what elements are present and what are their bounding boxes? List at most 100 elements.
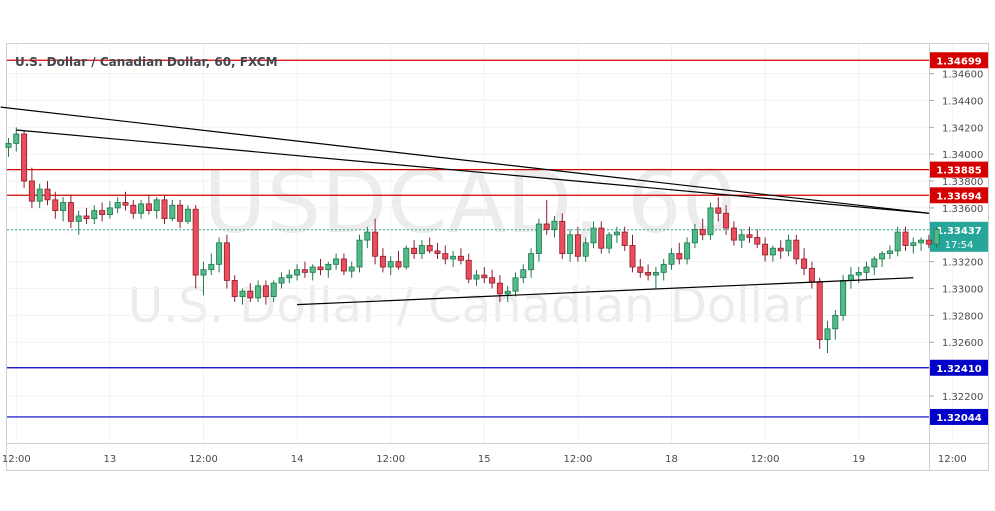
support-level-badge[interactable]: [930, 408, 988, 425]
candle-bearish: [177, 204, 184, 222]
candle-bullish: [138, 203, 145, 214]
resistance-level-label: 1.33694: [936, 191, 982, 202]
candles: [5, 127, 940, 353]
candle-bearish: [902, 231, 909, 246]
resistance-level-badge[interactable]: [930, 161, 988, 178]
price-tick-label: 1.34600: [942, 70, 983, 81]
candle-bullish: [855, 271, 862, 276]
candle-bearish: [192, 208, 199, 276]
candle-bullish: [239, 290, 246, 297]
candle-bullish: [894, 231, 901, 252]
price-tick-label: 1.33000: [942, 285, 983, 296]
candle-bearish: [777, 247, 784, 252]
price-tick-label: 1.33200: [942, 258, 983, 269]
chart-title: U.S. Dollar / Canadian Dollar, 60, FXCM: [15, 55, 278, 69]
candle-bearish: [637, 266, 644, 273]
candle-bullish: [840, 280, 847, 316]
time-tick-label: 12:00: [189, 454, 218, 465]
candle-bullish: [660, 263, 667, 273]
support-level-badge[interactable]: [930, 359, 988, 376]
resistance-level-label: 1.34699: [936, 56, 982, 67]
candle-bearish: [262, 285, 269, 297]
candle-bullish: [5, 143, 12, 148]
candle-bearish: [130, 204, 137, 214]
candle-bullish: [918, 239, 925, 244]
price-axis[interactable]: 1.34600 1.34400 1.34200 1.34000 1.33800 1.336…: [929, 70, 983, 403]
candle-bullish: [333, 258, 340, 265]
candle-bullish: [473, 274, 480, 280]
chart-border: [6, 43, 989, 471]
candle-bearish: [442, 253, 449, 260]
candle-bullish: [403, 247, 410, 268]
candle-bullish: [184, 208, 191, 222]
candle-bullish: [879, 253, 886, 260]
price-tick-label: 1.33600: [942, 204, 983, 215]
price-tick-label: 1.34400: [942, 96, 983, 107]
candle-bearish: [122, 202, 129, 206]
candle-bearish: [434, 250, 441, 254]
candle-bullish: [200, 269, 207, 276]
candle-bearish: [730, 227, 737, 241]
watermark-symbol: USDCAD, 60: [204, 153, 737, 253]
candle-bullish: [60, 202, 67, 211]
candle-bearish: [496, 282, 503, 295]
candle-bullish: [278, 277, 285, 284]
candle-bearish: [372, 231, 379, 257]
trendline-descending-upper[interactable]: [0, 106, 929, 214]
candle-bearish: [762, 243, 769, 256]
candle-bearish: [645, 271, 652, 276]
candle-bullish: [590, 227, 597, 244]
resistance-level-badge[interactable]: [930, 187, 988, 204]
candle-bearish: [801, 258, 808, 269]
candle-bearish: [52, 199, 59, 211]
price-tick-label: 1.32800: [942, 311, 983, 322]
candle-bullish: [36, 188, 43, 202]
candle-bullish: [286, 274, 293, 279]
candle-bearish: [676, 253, 683, 260]
candle-bearish: [715, 207, 722, 214]
candle-bullish: [309, 266, 316, 273]
candle-bullish: [364, 231, 371, 241]
candle-bearish: [598, 227, 605, 249]
candle-bearish: [543, 223, 550, 230]
price-tick-label: 1.32200: [942, 392, 983, 403]
candle-bearish: [621, 231, 628, 246]
price-tick-label: 1.34000: [942, 150, 983, 161]
countdown-timer: 17:54: [945, 240, 974, 251]
time-tick-label: 12:00: [563, 454, 592, 465]
candle-bearish: [21, 133, 28, 182]
candle-bearish: [574, 234, 581, 257]
candle-bearish: [161, 199, 168, 220]
candle-bearish: [426, 245, 433, 252]
candle-bearish: [67, 202, 74, 222]
time-tick-label: 18: [665, 454, 678, 465]
candle-bullish: [75, 215, 82, 222]
trendlines[interactable]: [0, 106, 929, 306]
candle-bullish: [520, 269, 527, 279]
candle-bearish: [83, 215, 90, 220]
resistance-level-badge[interactable]: [930, 52, 988, 69]
candle-bullish: [418, 245, 425, 254]
price-tick-label: 1.33800: [942, 177, 983, 188]
candle-bearish: [481, 274, 488, 279]
trendline-descending-lower[interactable]: [16, 129, 929, 214]
candle-bullish: [567, 234, 574, 254]
candle-bearish: [489, 277, 496, 284]
candle-bullish: [169, 204, 176, 220]
time-axis[interactable]: 12:00 13 12:00 14 12:00 15 12:00 18 12:00 19 12:00…: [2, 454, 995, 465]
candle-bearish: [395, 261, 402, 268]
candle-bullish: [668, 253, 675, 265]
candle-bullish: [863, 266, 870, 273]
horizontal-levels[interactable]: 1.34699 1.33885 1.33694 1.32410 1.32044 1.334…: [7, 52, 988, 425]
candle-bullish: [208, 263, 215, 271]
candle-bearish: [231, 280, 238, 297]
candle-bearish: [247, 290, 254, 299]
candle-bearish: [808, 267, 815, 283]
candle-bullish: [535, 223, 542, 254]
candle-bullish: [613, 231, 620, 236]
candle-bullish: [871, 258, 878, 268]
current-price-label: 1.33437: [936, 226, 982, 237]
candle-bearish: [28, 180, 35, 202]
trendline-ascending-support[interactable]: [297, 277, 914, 306]
